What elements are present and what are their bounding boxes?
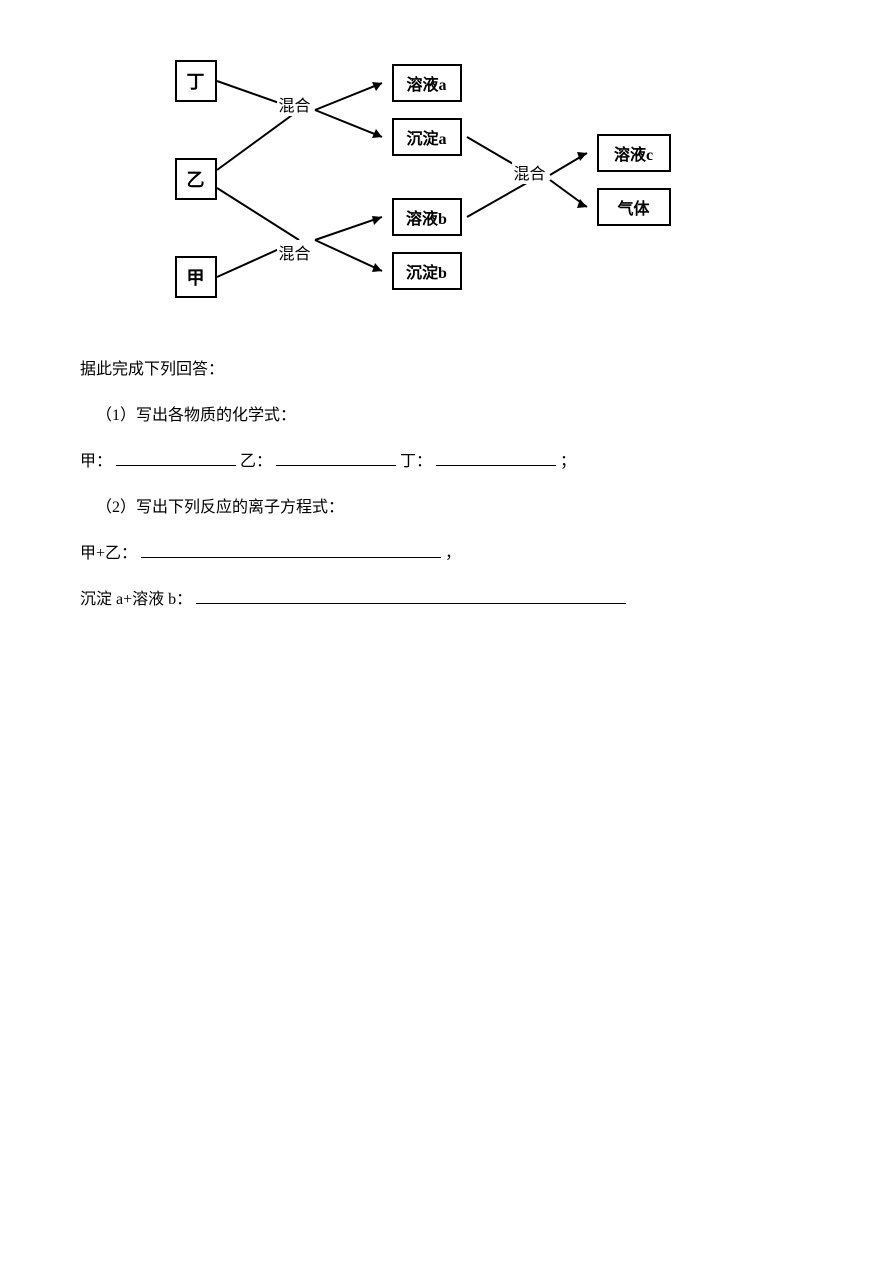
question-content: 据此完成下列回答： （1）写出各物质的化学式： 甲： 乙： 丁： ； （2）写出下列反… [80,350,813,620]
q2-line1-suffix: ， [445,545,461,562]
node-yi: 乙 [175,158,217,200]
q1-yi-blank[interactable] [276,447,396,466]
q1-suffix: ； [560,453,576,470]
q2-prompt: （2）写出下列反应的离子方程式： [80,488,813,528]
intro-text: 据此完成下列回答： [80,350,813,390]
node-gas-label: 气体 [617,195,649,219]
q1-prompt: （1）写出各物质的化学式： [80,396,813,436]
q1-ding-label: 丁： [400,453,432,470]
q1-answer-line: 甲： 乙： 丁： ； [80,442,813,482]
q2-line2: 沉淀 a+溶液 b： [80,580,813,620]
node-yi-label: 乙 [187,166,205,192]
node-precipitate-b-label: 沉淀b [406,259,447,283]
q2-line2-blank[interactable] [196,585,626,604]
edge-label-mix1: 混合 [277,92,313,116]
node-solution-b-label: 溶液b [406,205,447,229]
q2-line2-label: 沉淀 a+溶液 b： [80,591,192,608]
q1-jia-blank[interactable] [116,447,236,466]
node-solution-c: 溶液c [597,134,671,172]
node-ding: 丁 [175,60,217,102]
node-precipitate-a: 沉淀a [392,118,462,156]
node-ding-label: 丁 [187,68,205,94]
node-gas: 气体 [597,188,671,226]
node-precipitate-b: 沉淀b [392,252,462,290]
edge-label-mix2: 混合 [277,240,313,264]
node-solution-b: 溶液b [392,198,462,236]
q2-line1: 甲+乙： ， [80,534,813,574]
node-solution-a-label: 溶液a [406,71,446,95]
q2-line1-label: 甲+乙： [80,545,137,562]
node-precipitate-a-label: 沉淀a [406,125,446,149]
q2-line1-blank[interactable] [141,539,441,558]
q1-ding-blank[interactable] [436,447,556,466]
flowchart-diagram: 丁 乙 甲 溶液a 沉淀a 溶液b 沉淀b 溶液c 气体 混合 混合 混合 [167,40,727,320]
edge-label-mix3: 混合 [512,160,548,184]
q1-jia-label: 甲： [80,453,112,470]
q1-yi-label: 乙： [240,453,272,470]
node-jia-label: 甲 [187,264,205,290]
node-jia: 甲 [175,256,217,298]
node-solution-c-label: 溶液c [614,141,653,165]
node-solution-a: 溶液a [392,64,462,102]
